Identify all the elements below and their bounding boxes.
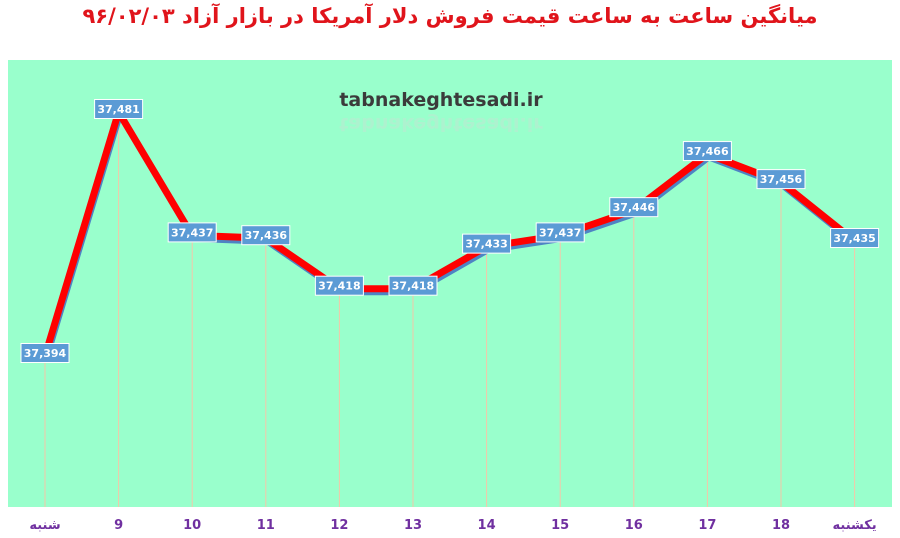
data-label-text: 37,433	[465, 238, 507, 251]
data-label-text: 37,418	[318, 280, 360, 293]
data-label-text: 37,437	[539, 226, 581, 239]
watermark-reflection: tabnakeghtesadi.ir	[339, 113, 543, 135]
data-label-box	[314, 275, 364, 296]
chart-title: میانگین ساعت به ساعت قیمت فروش دلار آمری…	[82, 4, 818, 28]
x-tick-label: 14	[478, 518, 496, 533]
data-label-box	[388, 275, 438, 296]
data-label-box	[682, 141, 732, 162]
data-label: 37,418	[314, 275, 364, 296]
watermark: tabnakeghtesadi.ir	[339, 89, 543, 111]
data-label-text: 37,436	[245, 229, 288, 242]
data-label-text: 37,466	[686, 145, 729, 158]
gridlines	[44, 112, 856, 507]
data-label: 37,394	[20, 343, 70, 363]
data-label-box	[167, 222, 217, 243]
data-label-text: 37,446	[613, 201, 656, 214]
x-tick-label: 15	[551, 518, 569, 533]
data-label: 37,481	[94, 99, 144, 119]
x-tick-label: 11	[257, 518, 275, 533]
data-label-box	[535, 222, 585, 243]
x-tick-label: 12	[330, 518, 348, 533]
data-label: 37,466	[682, 141, 732, 162]
data-label-text: 37,394	[24, 347, 67, 360]
x-tick-label: 16	[625, 518, 643, 533]
data-label-text: 37,435	[833, 232, 875, 245]
data-label: 37,418	[388, 275, 438, 296]
data-labels: 37,394 37,481 37,437 37,436 37,418 37,418 37,4…	[20, 99, 880, 363]
data-label: 37,436	[241, 225, 291, 246]
plot-area	[8, 60, 892, 507]
data-label: 37,435	[830, 228, 880, 249]
data-label-box	[94, 99, 144, 119]
x-axis-ticks: شنبه 9 10 11 12 13 14 15 16 17 18 یکشنبه	[29, 518, 876, 533]
data-label-text: 37,437	[171, 226, 213, 239]
x-tick-label: 17	[698, 518, 716, 533]
data-label: 37,437	[167, 222, 217, 243]
data-label-box	[462, 233, 512, 254]
data-label: 37,446	[609, 197, 659, 218]
data-label-text: 37,481	[97, 103, 139, 116]
data-label: 37,433	[462, 233, 512, 254]
x-tick-label: 9	[114, 518, 123, 533]
data-label-box	[241, 225, 291, 246]
x-tick-label: شنبه	[29, 518, 60, 533]
x-tick-label: 13	[404, 518, 422, 533]
data-label: 37,456	[756, 169, 806, 190]
x-tick-label: یکشنبه	[833, 518, 877, 533]
data-label: 37,437	[535, 222, 585, 243]
x-tick-label: 10	[183, 518, 201, 533]
data-label-text: 37,418	[392, 280, 434, 293]
data-label-box	[20, 343, 70, 363]
x-tick-label: 18	[772, 518, 790, 533]
data-label-box	[830, 228, 880, 249]
data-label-box	[609, 197, 659, 218]
data-label-box	[756, 169, 806, 190]
data-label-text: 37,456	[760, 173, 803, 186]
